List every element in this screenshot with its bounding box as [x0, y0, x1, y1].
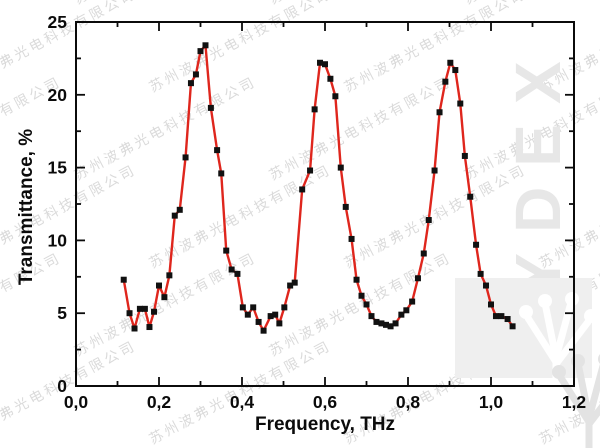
data-point-marker: [207, 104, 214, 111]
data-point-marker: [461, 152, 468, 159]
tick-label: 0: [57, 376, 67, 396]
data-point-marker: [447, 59, 454, 66]
data-point-marker: [477, 270, 484, 277]
data-point-marker: [425, 217, 432, 224]
data-point-marker: [442, 78, 449, 85]
data-point-marker: [250, 304, 257, 311]
data-point-marker: [156, 282, 162, 289]
data-point-marker: [120, 276, 127, 283]
y-axis-title: Transmittance, %: [16, 128, 37, 286]
data-point-marker: [398, 311, 405, 318]
data-point-marker: [182, 154, 189, 161]
data-point-marker: [332, 93, 339, 100]
data-point-marker: [126, 310, 133, 317]
data-point-marker: [473, 241, 480, 248]
tydex-logo-icon: [519, 292, 598, 412]
data-point-marker: [291, 279, 298, 286]
tick-label: 0,4: [230, 392, 255, 412]
data-point-marker: [218, 170, 225, 177]
tick-label: 15: [48, 158, 68, 178]
data-point-marker: [509, 323, 516, 330]
tick-label: 25: [48, 12, 68, 32]
data-point-marker: [287, 282, 294, 289]
data-point-marker: [276, 320, 283, 327]
data-point-marker: [317, 59, 324, 66]
tick-label: 1,2: [562, 392, 587, 412]
data-point-marker: [392, 320, 399, 327]
data-point-marker: [223, 247, 230, 254]
data-point-marker: [403, 307, 410, 314]
x-axis-title: Frequency, THz: [254, 414, 396, 435]
data-point-marker: [488, 301, 494, 308]
data-point-marker: [498, 313, 505, 320]
data-line: [122, 44, 514, 332]
data-point-marker: [387, 323, 394, 330]
data-point-marker: [234, 270, 241, 277]
data-point-marker: [373, 318, 380, 325]
tick-label: 5: [57, 303, 67, 323]
data-point-marker: [457, 100, 464, 107]
data-point-marker: [197, 48, 204, 55]
tick-label: 0,2: [147, 392, 172, 412]
tick-label: 0,8: [396, 392, 421, 412]
data-point-marker: [131, 325, 138, 332]
data-point-marker: [281, 304, 288, 311]
data-point-marker: [255, 318, 262, 325]
data-point-marker: [431, 167, 438, 174]
data-point-marker: [368, 313, 375, 320]
data-point-marker: [299, 186, 306, 193]
data-point-marker: [166, 272, 173, 279]
data-point-marker: [353, 276, 360, 283]
data-point-marker: [176, 206, 183, 213]
data-point-marker: [307, 167, 314, 174]
data-point-marker: [244, 311, 251, 318]
data-point-marker: [267, 313, 274, 320]
data-point-marker: [141, 305, 148, 312]
data-point-marker: [436, 109, 443, 116]
data-point-marker: [327, 75, 334, 82]
data-point-marker: [342, 203, 349, 210]
data-point-marker: [358, 292, 365, 299]
tick-label: 0,0: [64, 392, 89, 412]
data-point-marker: [136, 305, 143, 312]
data-point-marker: [414, 275, 421, 282]
data-point-marker: [192, 71, 199, 78]
plot-frame: [75, 21, 575, 387]
data-point-marker: [409, 298, 416, 305]
data-point-marker: [363, 301, 370, 308]
data-point-marker: [228, 266, 235, 273]
data-point-marker: [378, 320, 385, 327]
data-point-marker: [348, 235, 355, 242]
data-point-marker: [383, 321, 390, 328]
data-point-marker: [337, 164, 344, 171]
data-point-marker: [151, 308, 158, 315]
tick-label: 0,6: [313, 392, 338, 412]
data-point-marker: [467, 193, 474, 200]
tick-label: 1,0: [479, 392, 504, 412]
data-point-marker: [202, 42, 209, 49]
data-point-marker: [161, 294, 168, 301]
data-point-marker: [260, 327, 267, 334]
data-point-marker: [504, 316, 511, 323]
data-point-marker: [483, 282, 490, 289]
data-point-marker: [239, 304, 246, 311]
data-point-marker: [171, 212, 178, 219]
data-point-marker: [272, 311, 279, 318]
data-point-marker: [311, 106, 318, 113]
data-point-marker: [146, 324, 153, 331]
data-point-marker: [214, 147, 221, 154]
data-point-marker: [452, 67, 459, 74]
data-point-marker: [420, 250, 427, 257]
tick-label: 20: [48, 85, 68, 105]
data-point-marker: [322, 61, 328, 68]
data-point-marker: [492, 313, 499, 320]
data-point-marker: [187, 80, 194, 87]
tick-label: 10: [48, 230, 68, 250]
